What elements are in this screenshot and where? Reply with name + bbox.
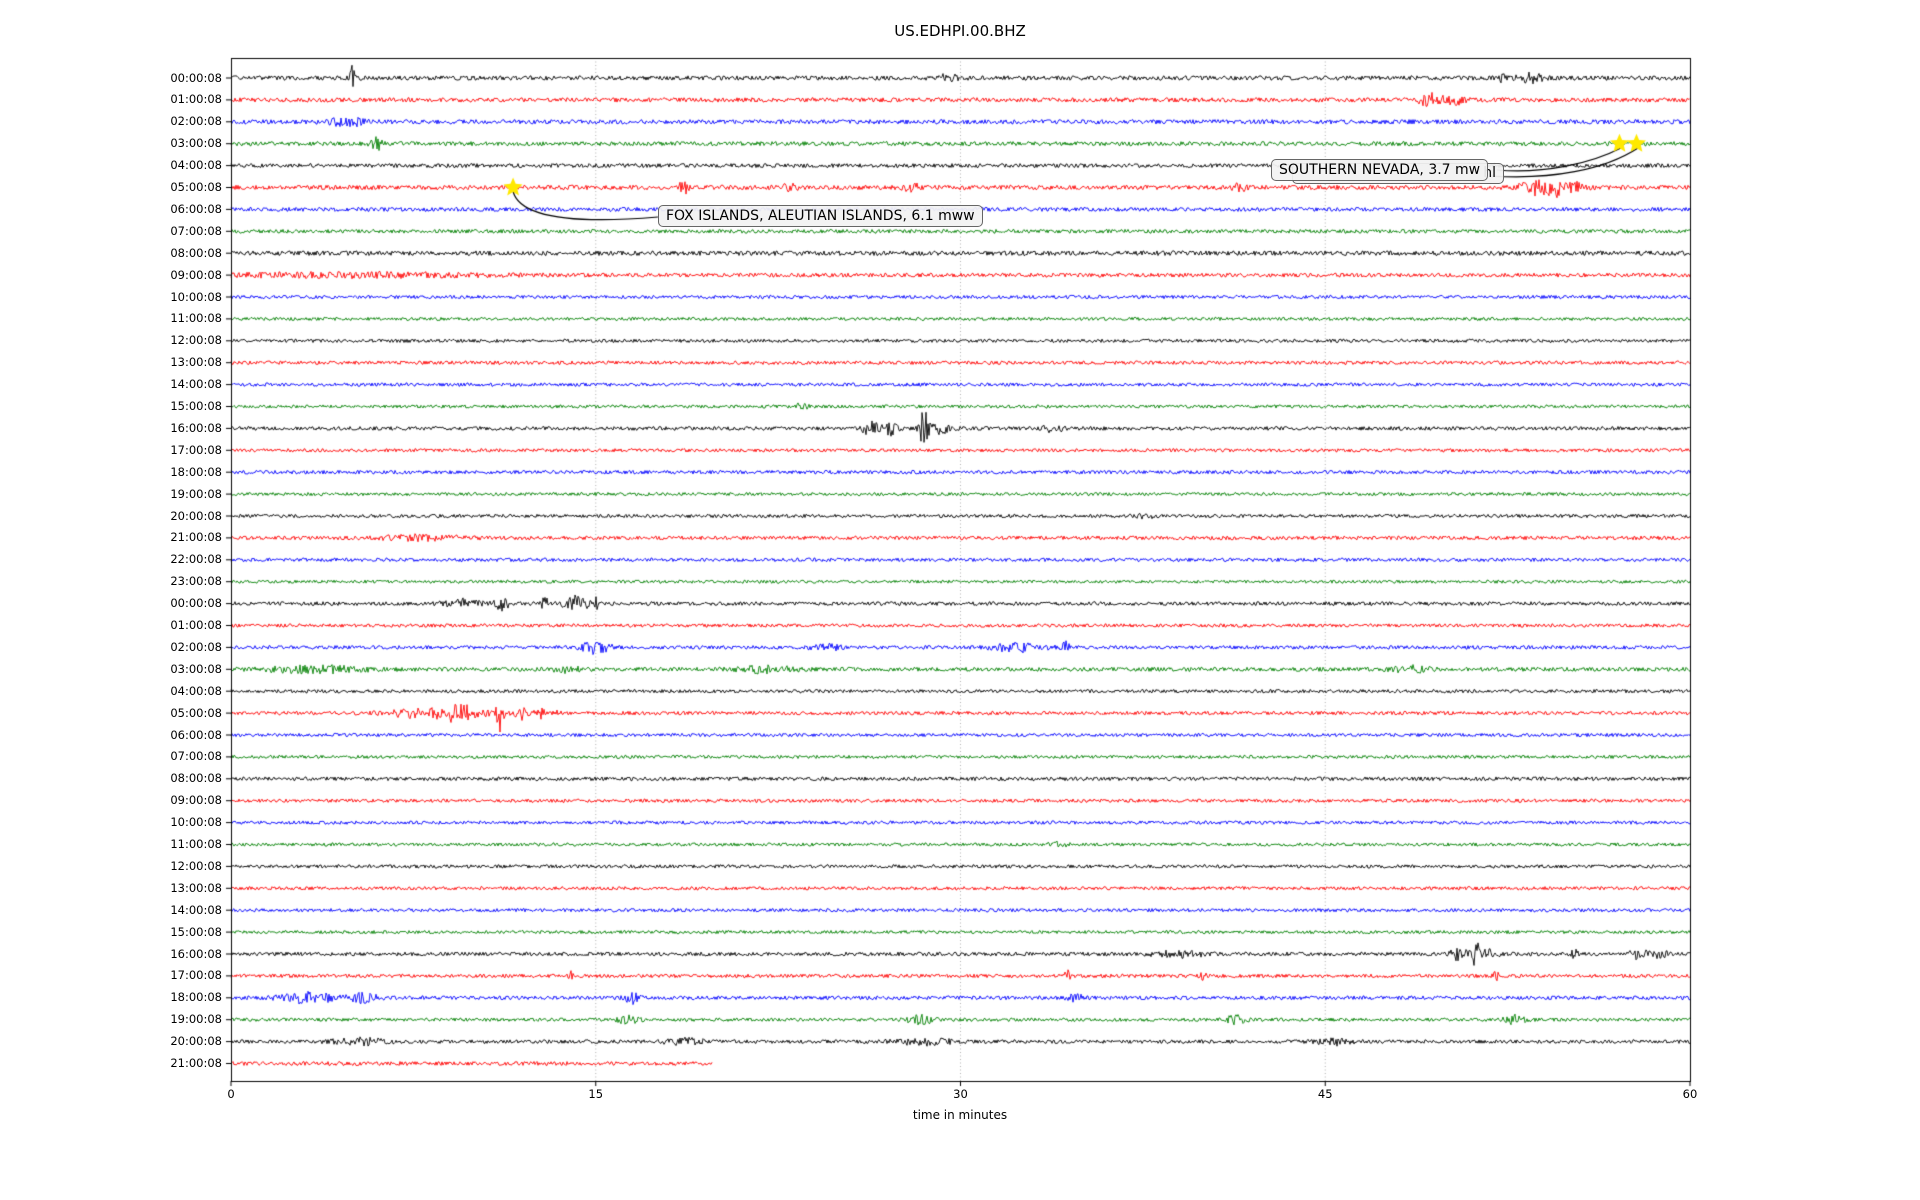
y-tick-label: 06:00:08 (170, 727, 222, 742)
x-tick-label: 60 (1682, 1087, 1698, 1101)
y-tick-label: 18:00:08 (170, 464, 222, 479)
y-tick-label: 07:00:08 (170, 749, 222, 764)
x-tick-label: 0 (227, 1087, 235, 1101)
y-tick-label: 21:00:08 (170, 1056, 222, 1070)
y-tick-label: 11:00:08 (170, 837, 222, 851)
x-tick-label: 15 (588, 1087, 604, 1101)
y-tick-label: 10:00:08 (170, 289, 222, 304)
y-tick-label: 08:00:08 (170, 245, 222, 260)
y-tick-label: 15:00:08 (170, 924, 222, 939)
y-tick-label: 12:00:08 (170, 858, 222, 873)
y-tick-label: 16:00:08 (170, 946, 222, 961)
y-tick-label: 05:00:08 (170, 180, 222, 194)
y-tick-label: 18:00:08 (170, 990, 222, 1005)
y-tick-label: 23:00:08 (170, 574, 222, 589)
y-tick-label: 02:00:08 (170, 639, 222, 654)
y-tick-label: 13:00:08 (170, 880, 222, 895)
y-tick-label: 17:00:08 (170, 968, 222, 983)
y-tick-label: 05:00:08 (170, 705, 222, 720)
y-tick-label: 22:00:08 (170, 552, 222, 567)
y-tick-label: 09:00:08 (170, 793, 222, 808)
y-tick-label: 07:00:08 (170, 223, 222, 238)
annotation-fox-islands: FOX ISLANDS, ALEUTIAN ISLANDS, 6.1 mww (658, 205, 983, 227)
y-tick-label: 00:00:08 (170, 70, 222, 85)
y-tick-label: 01:00:08 (170, 92, 222, 107)
plot-title: US.EDHPI.00.BHZ (894, 22, 1026, 40)
y-tick-label: 20:00:08 (170, 508, 222, 523)
y-tick-label: 21:00:08 (170, 530, 222, 545)
y-tick-label: 14:00:08 (170, 377, 222, 392)
y-tick-label: 01:00:08 (170, 618, 222, 632)
y-tick-label: 10:00:08 (170, 815, 222, 830)
y-tick-label: 12:00:08 (170, 333, 222, 348)
annotation-southern-nevada: SOUTHERN NEVADA, 3.7 mw (1271, 159, 1489, 181)
y-tick-label: 08:00:08 (170, 771, 222, 786)
y-tick-label: 15:00:08 (170, 399, 222, 413)
y-tick-label: 19:00:08 (170, 1012, 222, 1027)
y-tick-label: 11:00:08 (170, 311, 222, 326)
y-tick-label: 19:00:08 (170, 486, 222, 501)
y-tick-label: 02:00:08 (170, 114, 222, 129)
y-tick-label: 09:00:08 (170, 267, 222, 282)
y-tick-label: 04:00:08 (170, 158, 222, 173)
x-tick-label: 45 (1317, 1087, 1333, 1101)
y-tick-label: 16:00:08 (170, 420, 222, 435)
y-tick-label: 00:00:08 (170, 596, 222, 611)
y-tick-label: 03:00:08 (170, 136, 222, 151)
y-tick-label: 04:00:08 (170, 683, 222, 698)
x-axis-label: time in minutes (912, 1108, 1008, 1122)
x-tick-label: 30 (953, 1087, 968, 1101)
y-tick-label: 13:00:08 (170, 355, 222, 370)
y-tick-label: 20:00:08 (170, 1034, 222, 1049)
y-tick-label: 06:00:08 (170, 201, 222, 216)
y-tick-label: 03:00:08 (170, 661, 222, 676)
y-tick-label: 14:00:08 (170, 902, 222, 917)
y-tick-label: 17:00:08 (170, 442, 222, 457)
